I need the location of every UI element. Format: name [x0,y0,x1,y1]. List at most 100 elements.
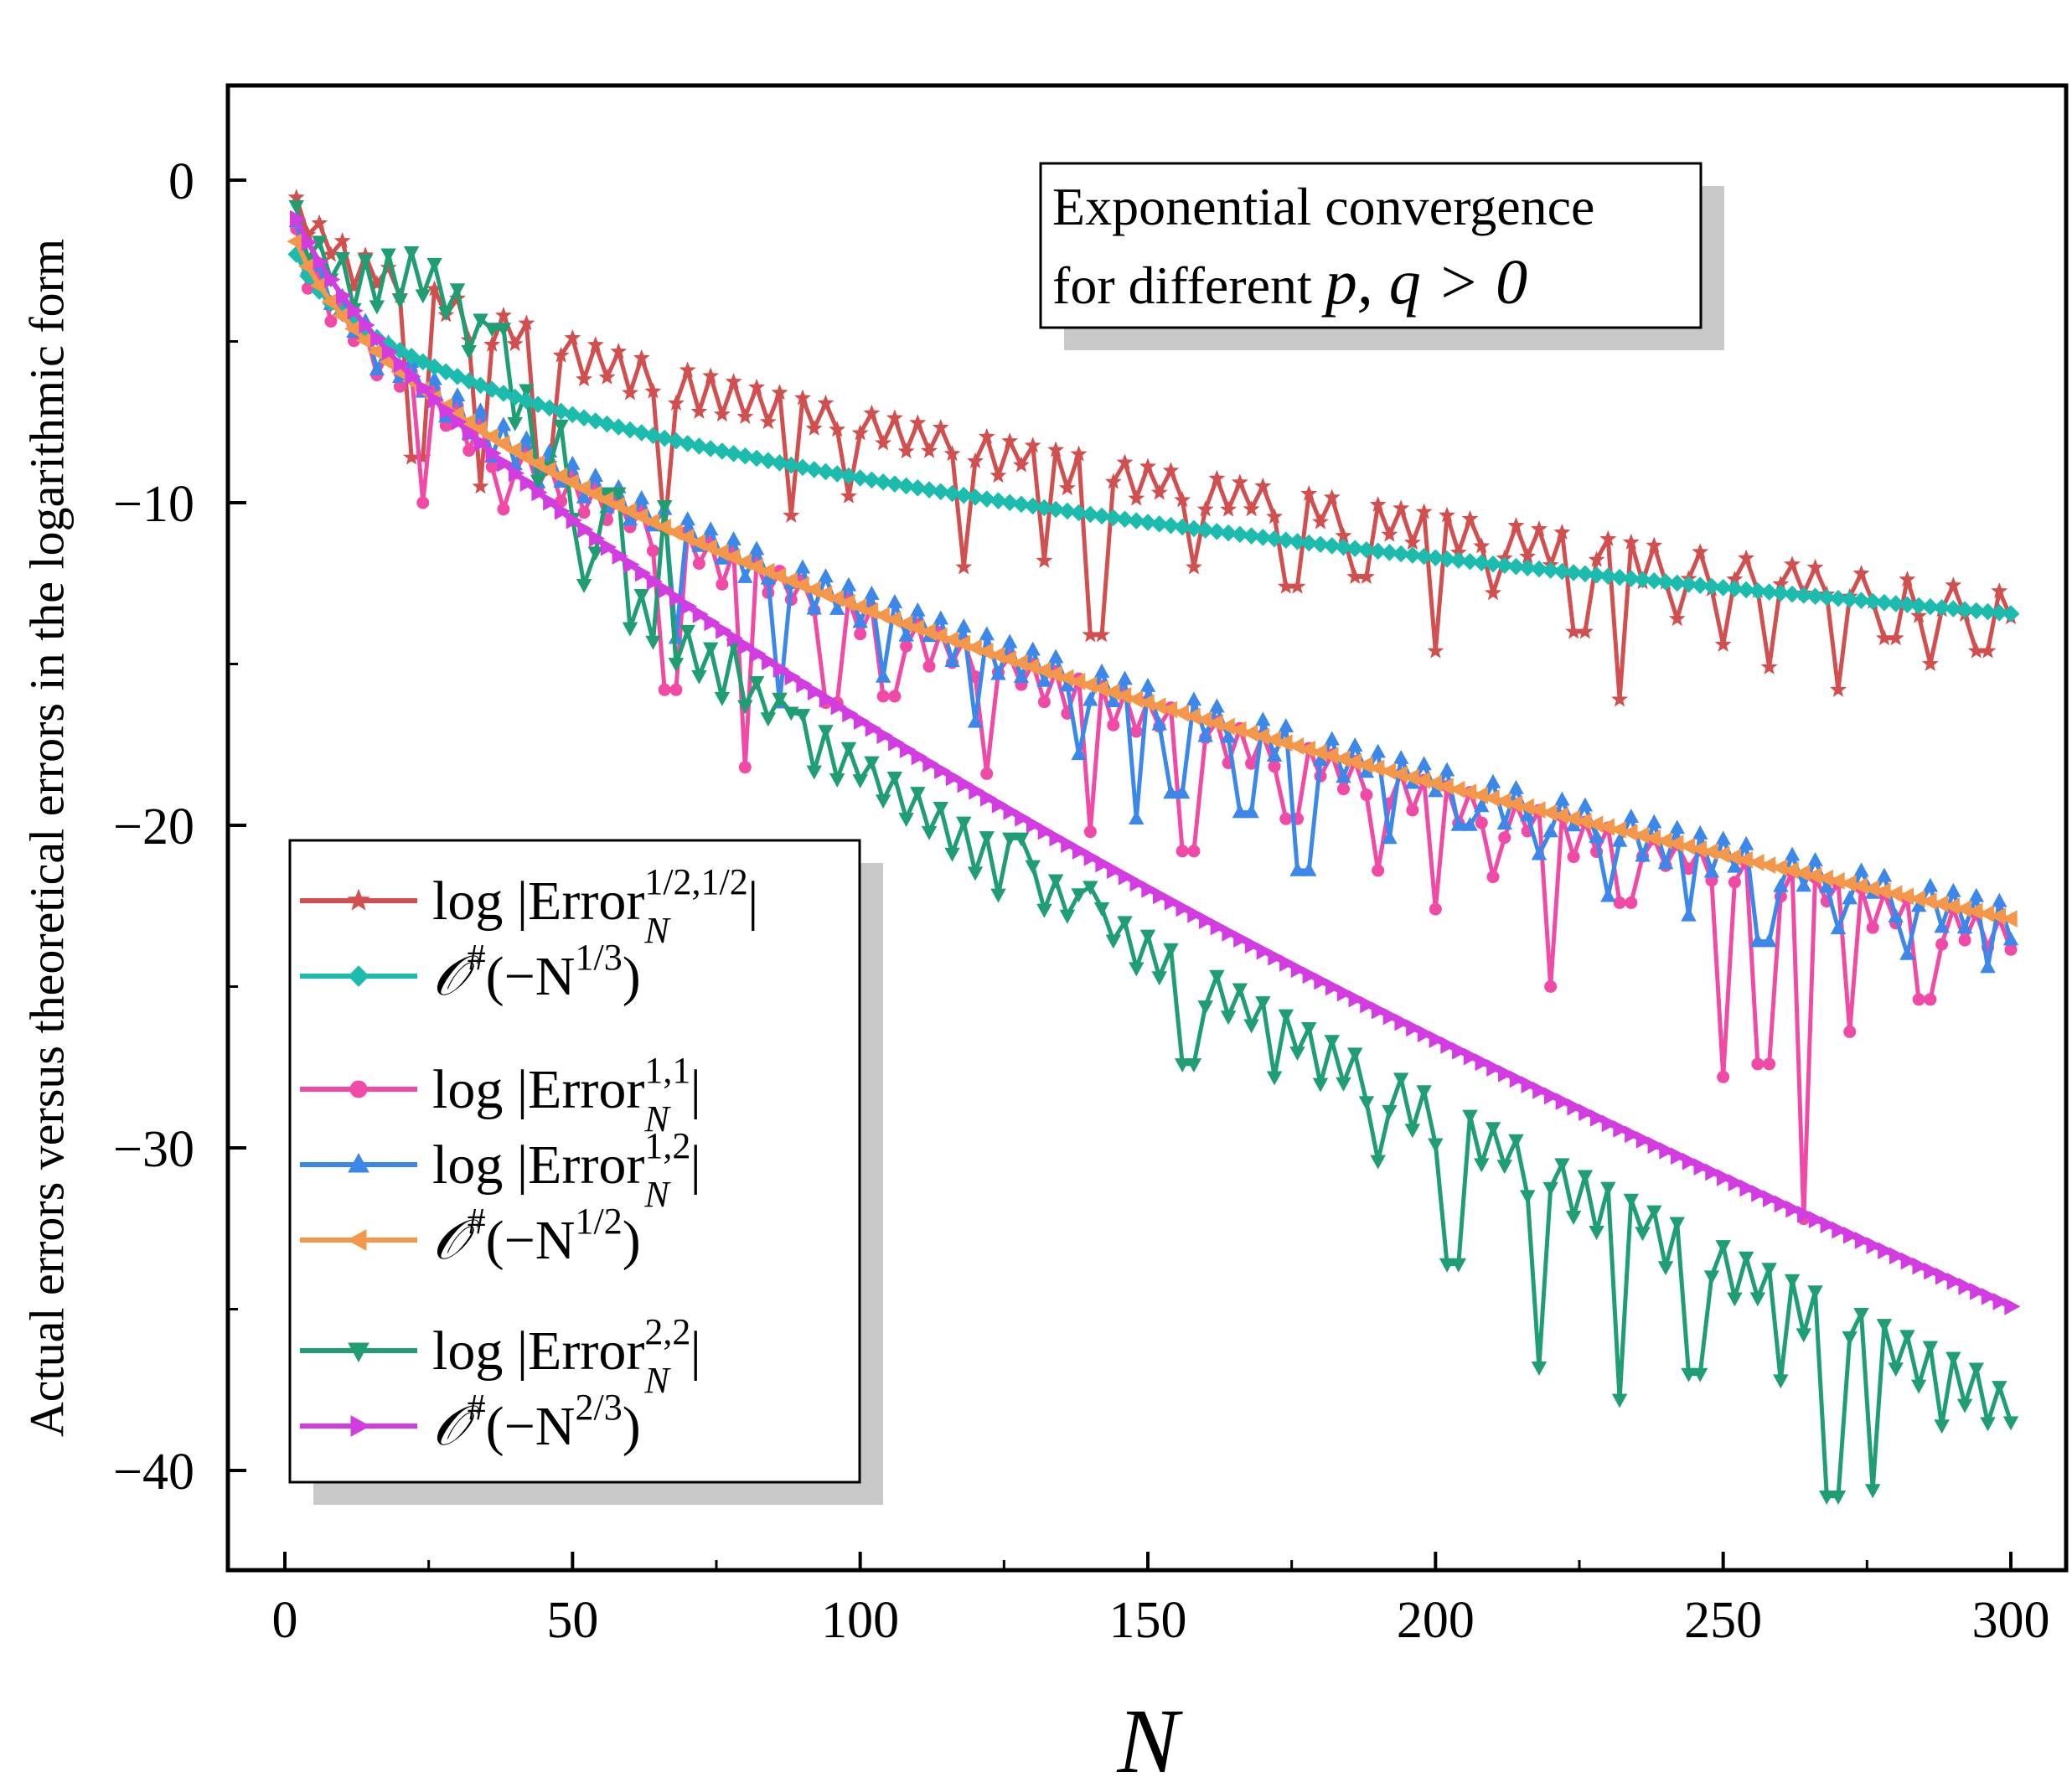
data-point [805,420,823,437]
data-point [817,463,834,481]
data-point [483,335,501,352]
data-point [1830,680,1847,697]
data-point [1980,1417,1996,1432]
data-point [1921,597,1940,616]
data-point [990,888,1006,903]
data-point [816,585,833,603]
data-point [1312,1077,1329,1093]
data-point [1530,560,1548,578]
data-point [1023,658,1040,676]
data-point [1749,1292,1766,1307]
data-point [770,567,787,586]
data-point [1394,1013,1411,1031]
legend-label-part: | [690,1134,701,1196]
data-point [290,209,307,228]
data-point [1300,484,1318,501]
data-point [1416,1085,1432,1100]
data-point [1336,783,1350,796]
data-point [1222,923,1238,942]
data-point [955,558,973,575]
data-point [658,683,671,696]
data-point [1025,860,1041,875]
data-point [1646,536,1663,553]
x-tick-label-50: 50 [546,1592,598,1649]
data-point [1967,642,1985,659]
data-point [462,423,479,442]
data-point [414,353,432,371]
data-point [1139,457,1156,474]
data-point [1819,878,1835,893]
data-point [1565,623,1583,639]
data-point [1231,473,1248,490]
data-point [1899,596,1916,613]
data-point [943,445,961,462]
data-point [473,313,488,328]
data-point [702,367,720,384]
data-point [840,742,857,757]
data-point [1059,909,1076,924]
data-point [1703,1270,1720,1285]
data-point [1945,882,1961,897]
data-point [1176,899,1192,917]
data-point [1682,1152,1698,1170]
x-axis-title: N [1116,1690,1183,1788]
data-point [736,408,754,425]
data-point [692,557,705,571]
x-tick-label-300: 300 [1972,1592,2050,1649]
data-point [1439,762,1455,777]
data-point [1958,933,1971,947]
data-point [493,435,510,452]
data-point [1209,698,1225,713]
data-point [1369,495,1387,512]
data-point [842,705,859,723]
data-point [324,271,341,289]
data-point [1289,1046,1305,1062]
data-point [1162,516,1180,535]
data-point [426,257,442,272]
legend-label-part: ) [623,1396,641,1457]
data-point [1196,521,1214,539]
data-point [1889,1247,1906,1265]
data-point [1784,1274,1801,1289]
data-point [1795,587,1813,604]
data-point [1978,905,1995,923]
data-point [1576,565,1594,583]
data-point [1830,920,1847,934]
data-point [1600,887,1616,902]
data-point [1184,707,1201,726]
data-point [1829,589,1847,607]
data-point [690,437,708,455]
data-point [851,469,869,487]
data-point [1277,577,1294,594]
data-point [349,1080,368,1098]
data-point [1519,1190,1536,1205]
data-point [679,361,696,378]
data-point [359,316,375,334]
data-point [1840,874,1857,892]
data-point [1702,843,1718,861]
data-point [1370,743,1386,758]
data-point [1220,1010,1237,1026]
data-point [1899,1330,1915,1345]
data-point [416,379,433,397]
data-point [1784,846,1801,861]
data-point [1425,774,1443,793]
data-point [1381,525,1398,542]
data-point [1554,791,1570,806]
data-point [1531,1362,1548,1376]
data-point [1046,665,1062,684]
data-point [380,259,397,276]
data-point [1843,1226,1860,1244]
data-point [473,434,490,452]
data-point [1218,717,1235,736]
data-point [656,500,673,514]
data-point [1611,1393,1628,1408]
data-point [1669,1217,1685,1232]
data-point [1462,816,1478,831]
data-point [1276,734,1293,752]
data-point [472,376,489,395]
data-point [1509,1070,1526,1088]
data-point [1336,984,1353,1002]
legend-label-part: ) [623,1210,641,1271]
data-point [587,468,604,482]
